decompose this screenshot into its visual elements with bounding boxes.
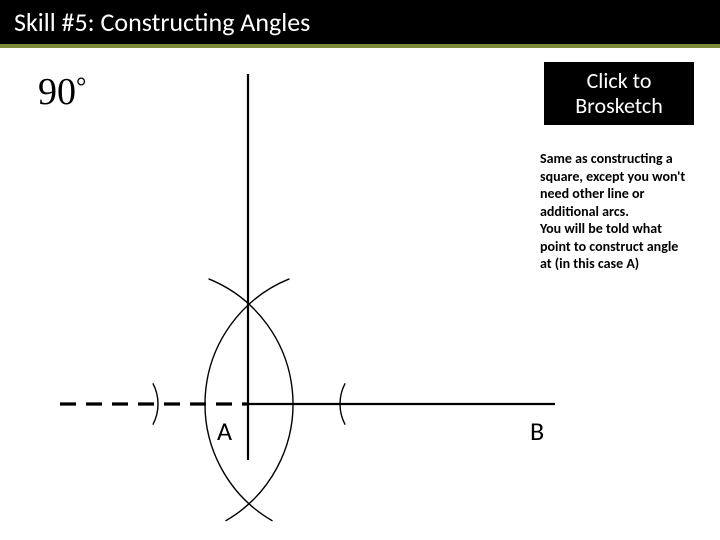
header-prefix: Skill #5: [14, 6, 88, 38]
header-title: : Constructing Angles: [88, 6, 311, 38]
point-label-B: B: [530, 415, 544, 447]
construction-diagram: [0, 40, 720, 540]
point-label-A: A: [217, 415, 232, 447]
